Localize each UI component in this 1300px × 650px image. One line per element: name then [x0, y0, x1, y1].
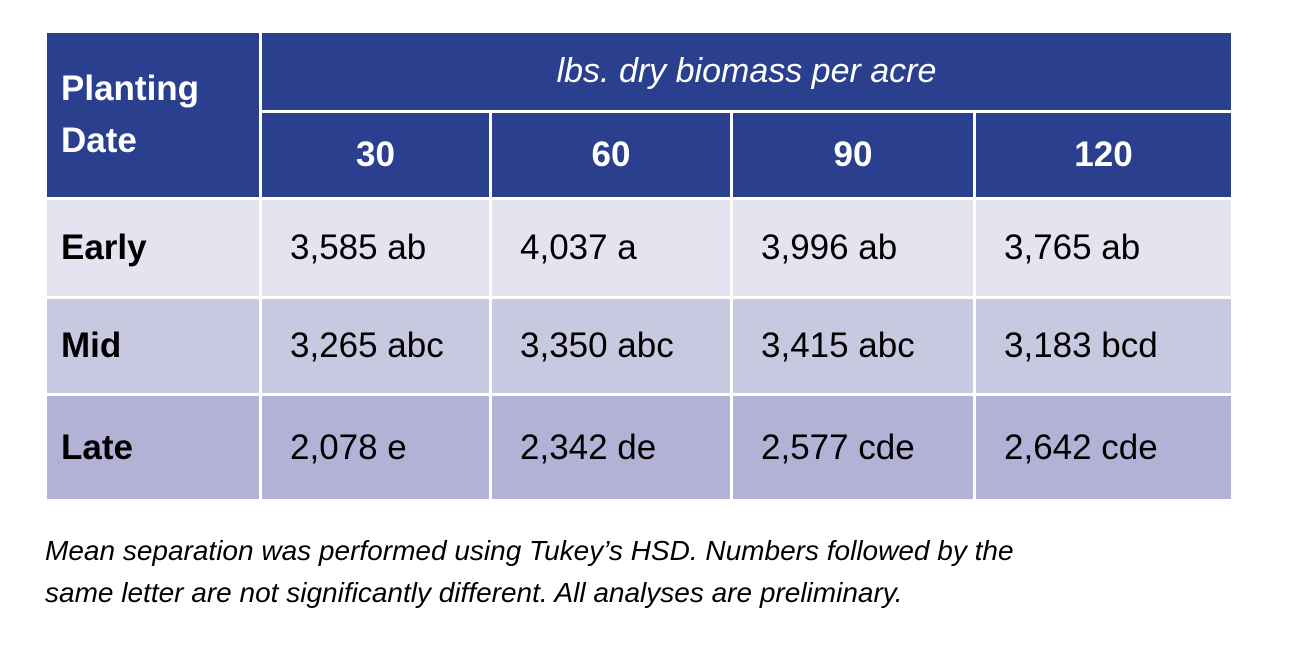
table-cell: 3,415 abc	[761, 326, 915, 365]
row-label: Late	[61, 427, 133, 467]
table-cell: 2,577 cde	[761, 427, 915, 467]
row-label: Early	[61, 228, 147, 267]
table-cell: 4,037 a	[520, 228, 637, 267]
row-header: Planting Date	[47, 33, 259, 197]
table-cell: 3,765 ab	[1004, 228, 1141, 267]
table-row: Late 2,078 e 2,342 de 2,577 cde 2,642 cde	[47, 396, 1231, 499]
group-header: lbs. dry biomass per acre	[262, 33, 1231, 110]
table-cell: 3,183 bcd	[1004, 326, 1158, 365]
column-header: 30	[262, 113, 489, 197]
column-header: 120	[976, 113, 1231, 197]
data-table: Planting Date lbs. dry biomass per acre …	[44, 30, 1234, 502]
table-cell: 2,342 de	[520, 427, 657, 467]
footnote: Mean separation was performed using Tuke…	[45, 530, 1014, 614]
table-row: Early 3,585 ab 4,037 a 3,996 ab 3,765 ab	[47, 200, 1231, 296]
table-cell: 2,642 cde	[1004, 427, 1158, 467]
table-cell: 3,585 ab	[290, 228, 427, 267]
footnote-line: Mean separation was performed using Tuke…	[45, 535, 1014, 566]
table-cell: 3,265 abc	[290, 326, 444, 365]
table-cell: 3,996 ab	[761, 228, 898, 267]
table-cell: 2,078 e	[290, 427, 407, 467]
column-header: 90	[733, 113, 973, 197]
footnote-line: same letter are not significantly differ…	[45, 577, 903, 608]
row-label: Mid	[61, 326, 122, 365]
table-row: Mid 3,265 abc 3,350 abc 3,415 abc 3,183 bcd	[47, 299, 1231, 393]
column-header: 60	[492, 113, 730, 197]
table-cell: 3,350 abc	[520, 326, 674, 365]
